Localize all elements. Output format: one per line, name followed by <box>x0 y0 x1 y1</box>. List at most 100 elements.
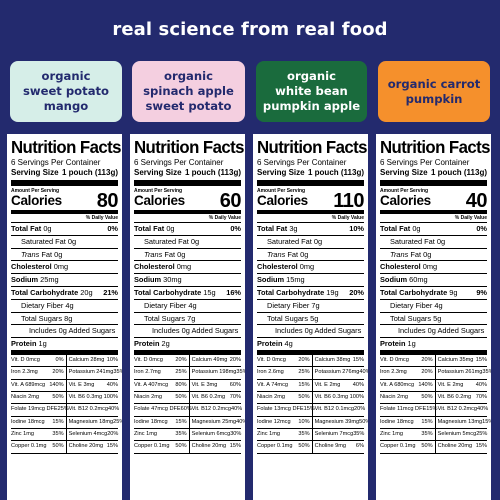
micronutrient-pct: 40% <box>106 381 118 388</box>
micronutrient-pct: 0% <box>55 357 64 364</box>
nutrient-row: Total Fat 0g 0% <box>134 223 241 236</box>
nutrient-row: Includes 0g Added Sugars <box>134 325 241 339</box>
calories-value: 80 <box>96 190 119 212</box>
micronutrient-pct: 15% <box>475 443 487 450</box>
micronutrient-name: Magnesium 25mg <box>191 418 237 425</box>
flavor-badge-spinach-apple-sweet-potato: organic spinach apple sweet potato <box>132 61 245 122</box>
micronutrient-grid: Vit. D 0mcg 20% Calcium 38mg 15% Iron 2.6mg 2… <box>257 355 368 454</box>
micronutrient-pct: 25% <box>57 406 69 413</box>
nutrient-name: Total Sugars <box>21 313 63 323</box>
micronutrient-pct: 15% <box>175 418 187 425</box>
nutrient-label-group: Total Sugars 5g <box>257 313 318 325</box>
nutrient-amount: 0g <box>313 236 323 246</box>
nutrition-panel-sweet-potato-mango: Nutrition Facts 6 Servings Per Container S… <box>7 134 122 500</box>
servings-per-container: 6 Servings Per Container <box>11 158 101 167</box>
nutrient-name: Total Carbohydrate <box>11 287 79 297</box>
micronutrient-name: Potassium 276mg <box>314 369 360 376</box>
micronutrient-cell: Zinc 1mg 35% <box>134 428 190 442</box>
flavor-badge-carrot-pumpkin: organic carrot pumpkin <box>378 61 490 122</box>
micronutrient-name: Zinc 1mg <box>134 430 158 437</box>
nutrient-row: Total Carbohydrate 15g 16% <box>134 287 241 300</box>
nutrient-amount: 0g Added Sugars <box>304 326 362 336</box>
nutrient-label-group: Trans Fat 0g <box>257 249 308 261</box>
nutrient-row: Includes 0g Added Sugars <box>11 325 118 339</box>
nutrition-panel-carrot-pumpkin: Nutrition Facts 6 Servings Per Container S… <box>376 134 491 500</box>
micronutrient-name: Iron 2.3mg <box>380 369 407 376</box>
micronutrient-cell: Iodine 18mcg 15% <box>11 416 67 429</box>
nutrient-label-group: Includes 0g Added Sugars <box>11 325 115 337</box>
nutrient-amount: 15g <box>203 287 216 297</box>
micronutrient-name: Copper 0.1mg <box>11 443 47 450</box>
micronutrient-cell: Zinc 1mg 35% <box>380 428 436 442</box>
nutrient-amount: 2g <box>161 339 170 349</box>
nutrient-amount: 0g Added Sugars <box>181 326 239 336</box>
micronutrient-name: Calcium 35mg <box>437 357 474 364</box>
micronutrient-cell: Folate 47mcg DFE 60% <box>134 404 192 417</box>
micronutrient-pct: 20% <box>107 430 119 437</box>
micronutrient-cell: Vit. B6 0.2mg 70% <box>435 392 487 405</box>
micronutrient-name: Iodine 18mcg <box>380 418 414 425</box>
micronutrient-name: Choline 20mg <box>68 443 104 450</box>
micronutrient-pct: 15% <box>298 381 310 388</box>
nutrient-row: Saturated Fat 0g <box>11 236 118 249</box>
nutrient-label-group: Sodium 25mg <box>11 274 59 286</box>
micronutrient-name: Vit. E 2mg <box>437 381 464 388</box>
nutrient-row: Sodium 60mg <box>380 274 487 287</box>
serving-size-row: Serving Size 1 pouch (113g) <box>257 168 364 186</box>
micronutrient-cell: Copper 0.1mg 50% <box>257 441 313 454</box>
nutrient-name: Saturated Fat <box>267 236 312 246</box>
micronutrient-grid: Vit. D 0mcg 0% Calcium 28mg 10% Iron 2.3mg 20… <box>11 355 122 454</box>
micronutrient-name: Niacin 2mg <box>380 394 408 401</box>
nutrient-label-group: Trans Fat 0g <box>134 249 185 261</box>
micronutrient-pct: 50% <box>298 443 310 450</box>
nutrient-label-group: Dietary Fiber 4g <box>11 300 74 312</box>
micronutrient-pct: 40% <box>475 381 487 388</box>
micronutrient-cell: Choline 20mg 15% <box>189 441 241 454</box>
micronutrient-name: Selenium 6mcg <box>191 430 231 437</box>
nutrient-name: Total Carbohydrate <box>380 287 448 297</box>
micronutrient-name: Vit. B12 0.2mcg <box>68 406 109 413</box>
micronutrient-pct: 15% <box>303 406 315 413</box>
micronutrient-pct: 15% <box>52 418 64 425</box>
nutrient-label-group: Includes 0g Added Sugars <box>134 325 238 337</box>
nutrient-row: Cholesterol 0mg <box>380 261 487 275</box>
micronutrient-cell: Vit. A 407mcg 80% <box>134 379 190 393</box>
nutrient-row: Saturated Fat 0g <box>257 236 364 249</box>
micronutrient-pct: 50% <box>52 443 64 450</box>
micronutrient-cell: Copper 0.1mg 50% <box>380 441 436 454</box>
micronutrient-name: Vit. D 0mcg <box>257 357 286 364</box>
micronutrient-pct: 50% <box>175 443 187 450</box>
nutrient-label-group: Total Carbohydrate 20g <box>11 287 93 299</box>
nutrient-amount: 0g <box>67 236 77 246</box>
nutrient-label-group: Cholesterol 0mg <box>134 261 191 273</box>
nutrient-label-group: Includes 0g Added Sugars <box>257 325 361 337</box>
nutrient-row: Saturated Fat 0g <box>134 236 241 249</box>
nutrient-name: Includes <box>398 326 426 336</box>
micronutrient-cell: Choline 20mg 15% <box>435 441 487 454</box>
nutrient-amount: 5g <box>433 313 442 323</box>
micronutrient-name: Vit. D 0mcg <box>11 357 40 364</box>
nutrient-amount: 9g <box>449 287 458 297</box>
nutrient-amount: 30mg <box>163 275 182 285</box>
micronutrient-pct: 20% <box>52 369 64 376</box>
micronutrient-cell: Vit. B6 0.2mg 70% <box>189 392 241 405</box>
micronutrient-cell: Niacin 2mg 50% <box>257 392 313 405</box>
micronutrient-name: Copper 0.1mg <box>257 443 293 450</box>
nutrient-name: Protein <box>11 339 37 349</box>
nutrient-row: Trans Fat 0g <box>380 249 487 262</box>
nutrient-amount: 7g <box>187 313 196 323</box>
nutrient-label-group: Protein 1g <box>380 338 416 350</box>
nutrient-label-group: Total Fat 0g <box>11 223 52 235</box>
micronutrient-name: Calcium 49mg <box>191 357 228 364</box>
nutrient-amount: 5g <box>310 313 319 323</box>
nutrient-name: Total Carbohydrate <box>134 287 202 297</box>
nutrient-amount: 3g <box>289 224 298 233</box>
micronutrient-cell: Vit. E 3mg 40% <box>66 380 118 393</box>
serving-size-label: Serving Size <box>11 168 59 177</box>
headline: real science from real food <box>112 19 388 40</box>
micronutrient-name: Folate 19mcg DFE <box>11 406 58 413</box>
micronutrient-name: Vit. D 0mcg <box>380 357 409 364</box>
nutrient-row: Trans Fat 0g <box>257 249 364 262</box>
